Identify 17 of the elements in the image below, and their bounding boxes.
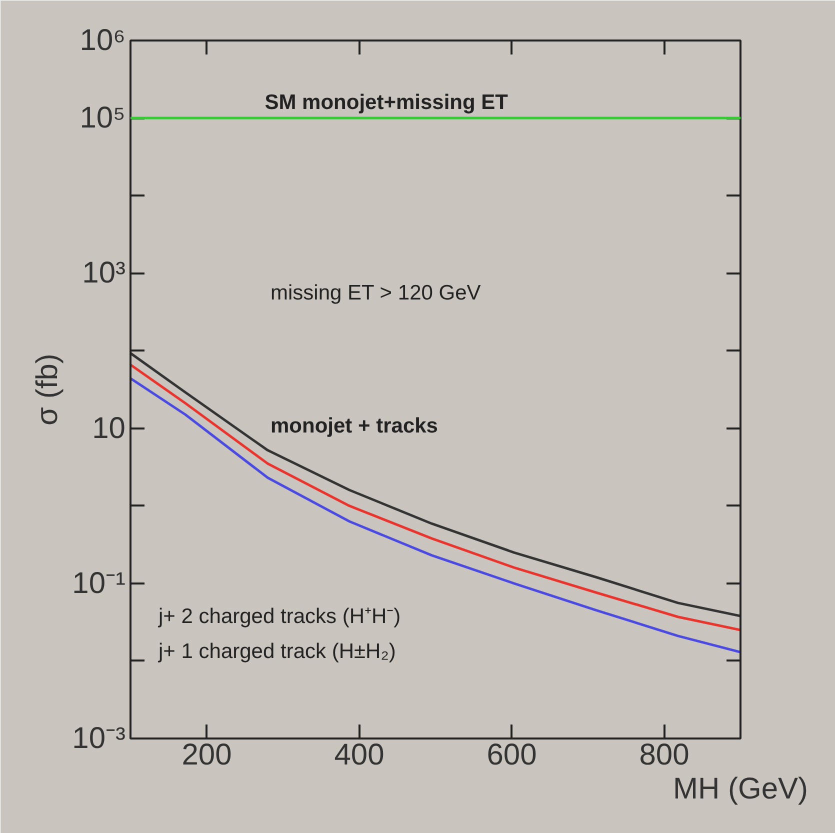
ref-line-label: SM monojet+missing ET (264, 91, 508, 114)
annotation: missing ET > 120 GeV (270, 282, 481, 304)
x-tick-label: 800 (639, 738, 690, 772)
annotation: j+ 1 charged track (H±H₂) (158, 640, 396, 663)
y-tick-label: 10⁶ (80, 24, 126, 57)
y-tick-label: 10⁵ (80, 102, 126, 135)
y-tick-label: 10³ (82, 256, 126, 290)
y-tick-label: 10⁻¹ (72, 566, 126, 600)
x-tick-label: 400 (334, 738, 384, 772)
x-axis-title: MH (GeV) (673, 772, 808, 806)
annotation: monojet + tracks (270, 414, 438, 438)
y-tick-label: 10⁻³ (72, 722, 126, 755)
x-tick-label: 600 (486, 738, 537, 772)
annotation: j+ 2 charged tracks (H⁺H⁻) (158, 604, 401, 628)
x-tick-label: 200 (182, 738, 232, 772)
y-tick-label: 10 (92, 412, 126, 445)
y-axis-title: σ (fb) (31, 354, 64, 426)
